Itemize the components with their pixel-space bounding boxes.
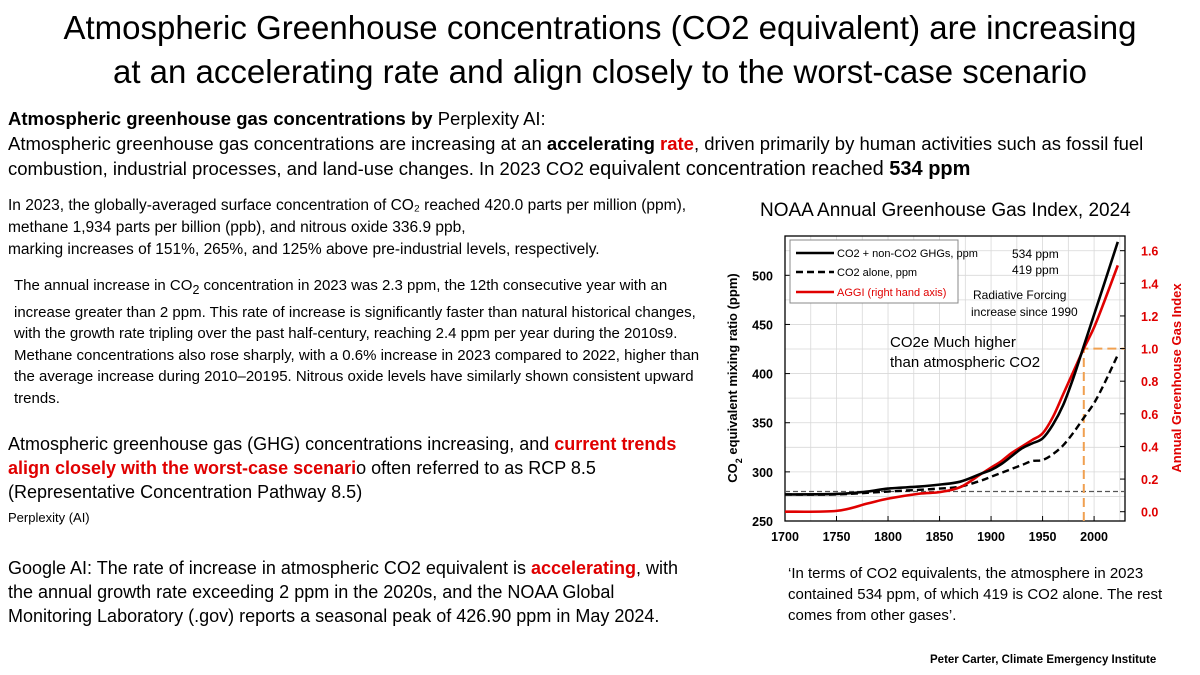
y2-tick-label: 1.4 [1141,277,1158,291]
y2-axis-title: Annual Greenhouse Gas Index [1169,283,1184,473]
annual-text-b: concentration in 2023 was 2.3 ppm, the 1… [14,277,696,342]
marker-1990 [1082,347,1125,521]
ghg-text-b: o often referred to as RCP 8.5 (Represen… [8,458,596,502]
stats-line-3: marking increases of 151%, 265%, and 125… [8,241,600,258]
x-tick-label: 2000 [1080,530,1108,544]
stats-line-1: In 2023, the globally-averaged surface c… [8,197,687,214]
intro-source: Perplexity AI: [432,108,546,129]
y2-tick-label: 0.2 [1141,473,1158,487]
y2-tick-label: 1.2 [1141,310,1158,324]
intro-text-a: Atmospheric greenhouse gas concentration… [8,133,547,154]
annotation-rf-1: Radiative Forcing [973,288,1066,302]
annotation-co2e-1: CO2e Much higher [890,334,1016,351]
intro-lead: Atmospheric greenhouse gas concentration… [8,108,433,129]
annotation-419: 419 ppm [1012,263,1059,277]
y-tick-label: 250 [752,515,773,529]
legend-label-co2e: CO2 + non-CO2 GHGs, ppm [837,248,978,260]
y-tick-label: 300 [752,466,773,480]
ghg-text-a: Atmospheric greenhouse gas (GHG) concent… [8,434,555,454]
legend-label-co2-alone: CO2 alone, ppm [837,267,917,279]
y2-tick-label: 0.4 [1141,440,1158,454]
intro-text-b: , driven primarily by human activities s… [8,133,1144,179]
plot-frame [784,235,1126,522]
stats-line-2: methane 1,934 parts per billion (ppb), a… [8,219,466,236]
ghg-scenario-paragraph: Atmospheric greenhouse gas (GHG) concent… [8,432,708,530]
y-axis-title-rest: equivalent mixing ratio (ppm) [725,273,740,458]
x-tick-label: 1900 [977,530,1005,544]
annotation-534: 534 ppm [1012,247,1059,261]
y2-axis-ticks: 0.0 0.2 0.4 0.6 0.8 1.0 1.2 1.4 1.6 [1120,245,1158,520]
y-axis-title-sub: 2 [734,458,744,463]
stats-paragraph: In 2023, the globally-averaged surface c… [8,195,728,261]
intro-value: 534 ppm [889,158,971,180]
aggi-chart: 1700 1750 1800 1850 1900 1950 2000 250 300 350 40… [725,235,1184,544]
grid-horizontal [785,250,1125,497]
title-line-2: at an accelerating rate and align closel… [112,53,1088,90]
chart-title: NOAA Annual Greenhouse Gas Index, 2024 [760,200,1131,221]
ghg-source: Perplexity (AI) [8,510,90,525]
annual-text-a: The annual increase in CO [14,277,193,294]
y2-tick-label: 1.6 [1141,245,1158,259]
credit: Peter Carter, Climate Emergency Institut… [930,654,1157,666]
x-tick-label: 1700 [771,530,799,544]
intro-text-c: equivalent concentration reached [589,158,890,180]
y-tick-label: 400 [752,368,773,382]
google-ai-paragraph: Google AI: The rate of increase in atmos… [8,556,688,628]
title-line-1: Atmospheric Greenhouse concentrations (C… [63,9,1137,46]
y2-tick-label: 0.8 [1141,375,1158,389]
legend: CO2 + non-CO2 GHGs, ppm CO2 alone, ppm A… [789,239,978,304]
intro-paragraph: Atmospheric greenhouse gas concentration… [8,106,1188,182]
intro-accelerating: accelerating [546,133,655,154]
series-co2-alone-line [784,354,1119,496]
x-tick-label: 1850 [926,530,954,544]
annual-increase-paragraph: The annual increase in CO2 concentration… [14,275,714,409]
google-red-text: accelerating [530,558,637,578]
annual-sub: 2 [192,283,200,297]
y2-tick-label: 1.0 [1141,343,1158,357]
y-axis-title-main: CO [725,463,740,483]
y-axis-ticks: 250 300 350 400 450 500 [752,269,790,529]
google-text-a: Google AI: The rate of increase in atmos… [8,558,531,578]
ghg-red-text: current trends align closely with the wo… [8,434,677,478]
y2-tick-label: 0.6 [1141,408,1158,422]
annotation-rf-2: increase since 1990 [971,305,1078,319]
y-tick-label: 500 [752,269,773,283]
annotation-co2e-2: than atmospheric CO2 [890,354,1040,371]
x-axis-ticks: 1700 1750 1800 1850 1900 1950 2000 [771,516,1108,544]
intro-rate: rate [660,133,694,154]
y2-tick-label: 0.0 [1141,506,1158,520]
x-tick-label: 1750 [823,530,851,544]
google-text-b: , with the annual growth rate exceeding … [8,558,679,626]
x-tick-label: 1800 [874,530,902,544]
series-co2e-line [784,241,1120,496]
quote: ‘In terms of CO2 equivalents, the atmosp… [788,565,1163,624]
y-tick-label: 450 [752,318,773,332]
page-title: Atmospheric Greenhouse concentrations (C… [0,6,1200,94]
legend-label-aggi: AGGI (right hand axis) [837,287,946,299]
methane-text: Methane concentrations also rose sharply… [14,346,700,407]
x-tick-label: 1950 [1029,530,1057,544]
y-axis-title: CO2 equivalent mixing ratio (ppm) [725,273,744,482]
y-tick-label: 350 [752,417,773,431]
